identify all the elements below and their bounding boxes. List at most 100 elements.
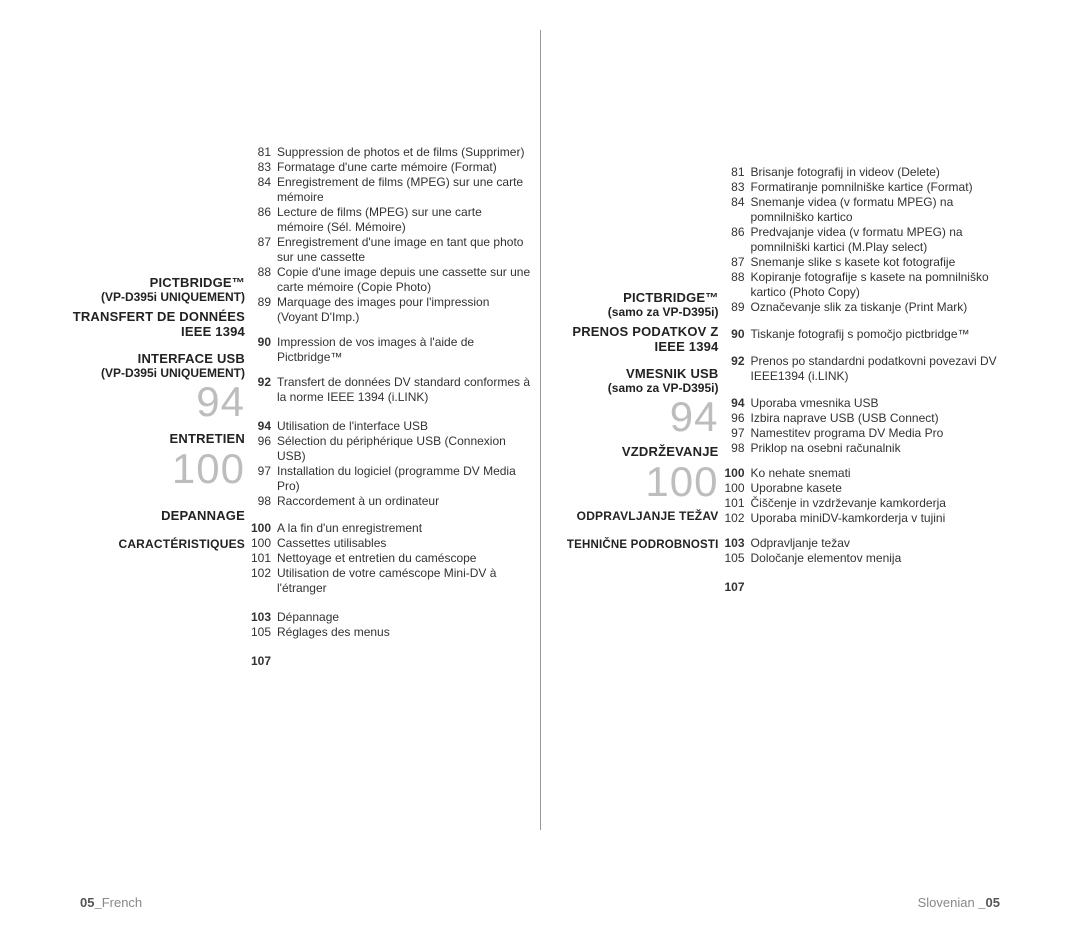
french-entries: 81Suppression de photos et de films (Sup… <box>245 30 532 880</box>
toc-entry: 89Označevanje slik za tiskanje (Print Ma… <box>725 300 1011 315</box>
toc-entry: 88Kopiranje fotografije s kasete na pomn… <box>725 270 1011 300</box>
entry-text: Nettoyage et entretien du caméscope <box>277 551 532 566</box>
entry-text: Enregistrement d'une image en tant que p… <box>277 235 532 265</box>
toc-entry: 90Tiskanje fotografij s pomočjo pictbrid… <box>725 327 1011 342</box>
ieee-title-sl: PRENOS PODATKOV Z IEEE 1394 <box>549 324 719 354</box>
entry-text: Formatage d'une carte mémoire (Format) <box>277 160 532 175</box>
page-number: 88 <box>725 270 751 300</box>
entry-text: Transfert de données DV standard conform… <box>277 375 532 405</box>
entry-text: Uporaba vmesnika USB <box>751 396 1011 411</box>
page-number: 89 <box>251 295 277 325</box>
page-number: 87 <box>725 255 751 270</box>
entry-text: Prenos po standardni podatkovni povezavi… <box>751 354 1011 384</box>
entry-text: Impression de vos images à l'aide de Pic… <box>277 335 532 365</box>
entry-text: Odpravljanje težav <box>751 536 1011 551</box>
toc-entry: 83Formatage d'une carte mémoire (Format) <box>251 160 532 175</box>
toc-entry: 103Odpravljanje težav <box>725 536 1011 551</box>
toc-entry: 84Snemanje videa (v formatu MPEG) na pom… <box>725 195 1011 225</box>
page: PICTBRIDGE™ (VP-D395i UNIQUEMENT) TRANSF… <box>0 0 1080 880</box>
entry-text: Réglages des menus <box>277 625 532 640</box>
entry-text: Enregistrement de films (MPEG) sur une c… <box>277 175 532 205</box>
ieee-title: TRANSFERT DE DONNÉES IEEE 1394 <box>70 309 245 339</box>
page-number: 100 <box>725 481 751 496</box>
entry-text: Raccordement à un ordinateur <box>277 494 532 509</box>
top-block: 81Suppression de photos et de films (Sup… <box>251 145 532 325</box>
dep-block-sl: 103Odpravljanje težav105Določanje elemen… <box>725 536 1011 566</box>
entry-text: Snemanje slike s kasete kot fotografije <box>751 255 1011 270</box>
page-number: 94 <box>251 419 277 434</box>
entry-text: Utilisation de l'interface USB <box>277 419 532 434</box>
page-number: 86 <box>725 225 751 255</box>
page-number: 100 <box>251 536 277 551</box>
page-number: 92 <box>251 375 277 405</box>
page-number: 94 <box>725 396 751 411</box>
entry-text: Lecture de films (MPEG) sur une carte mé… <box>277 205 532 235</box>
page-number: 103 <box>725 536 751 551</box>
page-number: 102 <box>725 511 751 526</box>
toc-entry: 100A la fin d'un enregistrement <box>251 521 532 536</box>
ieee-block: 92Transfert de données DV standard confo… <box>251 375 532 405</box>
pictbridge-block-sl: 90Tiskanje fotografij s pomočjo pictbrid… <box>725 327 1011 342</box>
entretien-title: ENTRETIEN <box>70 431 245 446</box>
page-number: 102 <box>251 566 277 596</box>
entry-text: Sélection du périphérique USB (Connexion… <box>277 434 532 464</box>
page-number: 84 <box>251 175 277 205</box>
slovenian-entries: 81Brisanje fotografij in videov (Delete)… <box>719 30 1011 880</box>
page-number: 100 <box>251 521 277 536</box>
entry-text: Marquage des images pour l'impression (V… <box>277 295 532 325</box>
page-number: 83 <box>251 160 277 175</box>
ent-bignum: 100 <box>70 448 245 490</box>
page-number: 88 <box>251 265 277 295</box>
french-column: PICTBRIDGE™ (VP-D395i UNIQUEMENT) TRANSF… <box>70 30 532 880</box>
entry-text: Dépannage <box>277 610 532 625</box>
toc-entry: 97Namestitev programa DV Media Pro <box>725 426 1011 441</box>
page-number: 81 <box>725 165 751 180</box>
toc-entry: 100Cassettes utilisables <box>251 536 532 551</box>
toc-entry: 87Enregistrement d'une image en tant que… <box>251 235 532 265</box>
entry-text: Izbira naprave USB (USB Connect) <box>751 411 1011 426</box>
ent-title-sl: VZDRŽEVANJE <box>549 444 719 459</box>
entry-text: Določanje elementov menija <box>751 551 1011 566</box>
toc-entry: 86Predvajanje videa (v formatu MPEG) na … <box>725 225 1011 255</box>
toc-entry: 105Réglages des menus <box>251 625 532 640</box>
page-number: 89 <box>725 300 751 315</box>
dep-title-sl: ODPRAVLJANJE TEŽAV <box>549 509 719 524</box>
page-number: 105 <box>725 551 751 566</box>
toc-entry: 102Uporaba miniDV-kamkorderja v tujini <box>725 511 1011 526</box>
footer-left: 05_French <box>80 895 142 910</box>
toc-entry: 81Brisanje fotografij in videov (Delete) <box>725 165 1011 180</box>
entry-text: Suppression de photos et de films (Suppr… <box>277 145 532 160</box>
toc-entry: 100Ko nehate snemati <box>725 466 1011 481</box>
slovenian-column: PICTBRIDGE™ (samo za VP-D395i) PRENOS PO… <box>549 30 1011 880</box>
slovenian-headings: PICTBRIDGE™ (samo za VP-D395i) PRENOS PO… <box>549 30 719 880</box>
page-number: 90 <box>725 327 751 342</box>
toc-entry: 92Prenos po standardni podatkovni poveza… <box>725 354 1011 384</box>
car-entry: 107 <box>251 654 532 669</box>
page-number: 92 <box>725 354 751 384</box>
usb-bignum-sl: 94 <box>549 396 719 438</box>
entry-text: Copie d'une image depuis une cassette su… <box>277 265 532 295</box>
toc-entry: 94Utilisation de l'interface USB <box>251 419 532 434</box>
dep-title: DEPANNAGE <box>70 508 245 523</box>
footer-right: Slovenian _05 <box>918 895 1000 910</box>
usb-title-sl: VMESNIK USB <box>549 366 719 381</box>
pictbridge-title-sl: PICTBRIDGE™ <box>549 290 719 305</box>
ent-bignum-sl: 100 <box>549 461 719 503</box>
pictbridge-block: 90Impression de vos images à l'aide de P… <box>251 335 532 365</box>
usb-title: INTERFACE USB <box>70 351 245 366</box>
page-number: 103 <box>251 610 277 625</box>
entry-text: Čiščenje in vzdrževanje kamkorderja <box>751 496 1011 511</box>
entry-text: Snemanje videa (v formatu MPEG) na pomni… <box>751 195 1011 225</box>
ent-block-sl: 100Ko nehate snemati100Uporabne kasete10… <box>725 466 1011 526</box>
page-number: 90 <box>251 335 277 365</box>
entry-text: A la fin d'un enregistrement <box>277 521 532 536</box>
entry-text: Cassettes utilisables <box>277 536 532 551</box>
ieee-block-sl: 92Prenos po standardni podatkovni poveza… <box>725 354 1011 384</box>
entry-text: Predvajanje videa (v formatu MPEG) na po… <box>751 225 1011 255</box>
footer: 05_French Slovenian _05 <box>80 895 1000 910</box>
page-number: 96 <box>725 411 751 426</box>
toc-entry: 94Uporaba vmesnika USB <box>725 396 1011 411</box>
entry-text: Kopiranje fotografije s kasete na pomnil… <box>751 270 1011 300</box>
toc-entry: 89Marquage des images pour l'impression … <box>251 295 532 325</box>
usb-block-sl: 94Uporaba vmesnika USB96Izbira naprave U… <box>725 396 1011 456</box>
